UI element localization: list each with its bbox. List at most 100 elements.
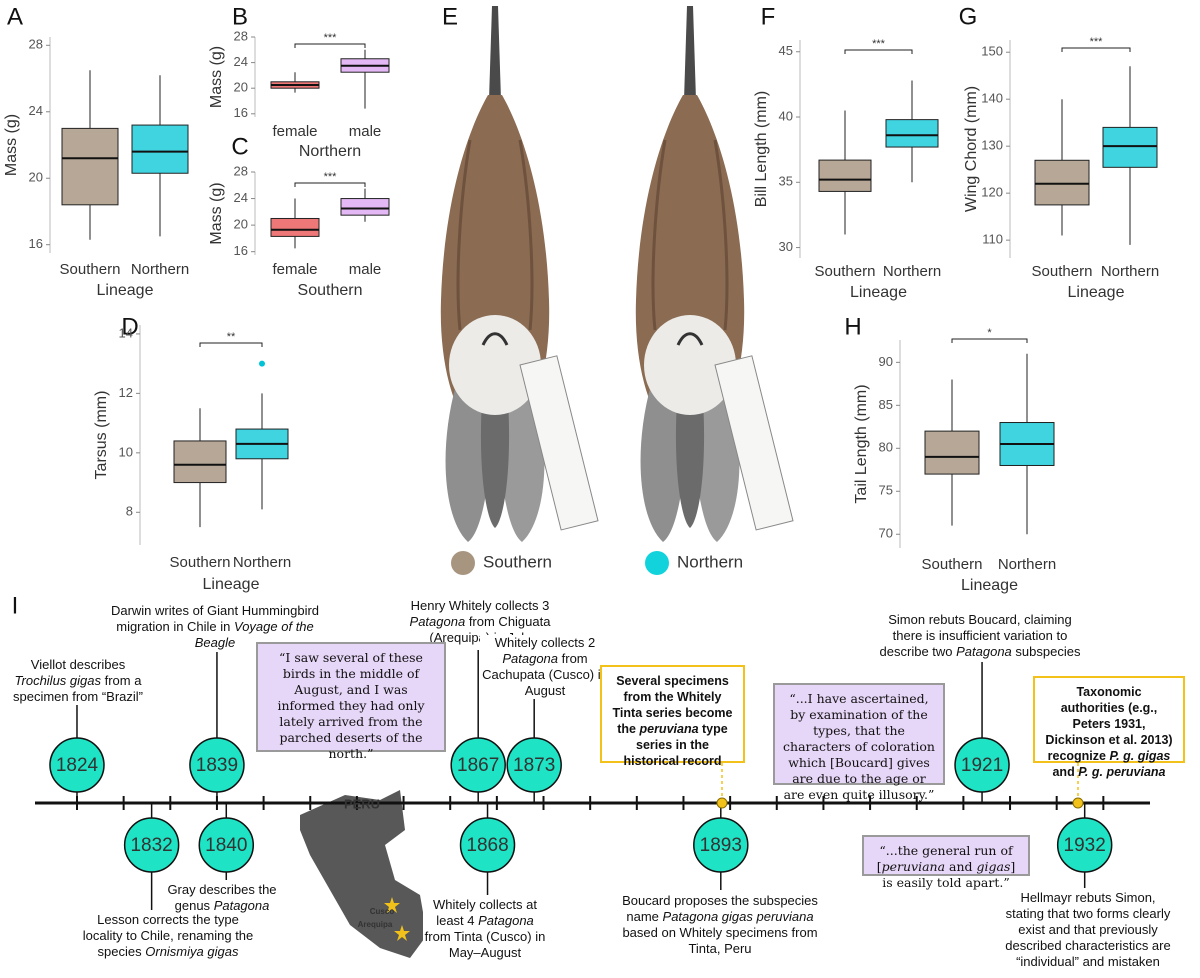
event-text: Hellmayr rebuts Simon, stating that two …	[1003, 890, 1173, 970]
year-marker	[693, 817, 749, 873]
box	[173, 440, 227, 484]
text-part: Viellot describes	[30, 657, 126, 672]
x-axis-title: Lineage	[961, 577, 1018, 594]
note-box: Several specimens from the Whitely Tinta…	[600, 665, 745, 768]
year-label: 1932	[1064, 835, 1106, 856]
y-tick-label: 120	[981, 185, 1003, 200]
y-tick-label: 20	[29, 170, 43, 185]
x-tick-label: Southern	[170, 554, 231, 571]
year-marker	[49, 737, 105, 793]
y-axis-title: Mass (g)	[3, 114, 20, 176]
y-tick-label: 70	[879, 526, 893, 541]
text-part: from a specimen from “Brazil”	[12, 673, 144, 704]
y-axis-title: Wing Chord (mm)	[963, 86, 980, 212]
map-place: Cusco	[370, 907, 395, 916]
y-tick-label: 20	[234, 217, 248, 232]
x-tick-label: Southern	[1032, 263, 1093, 280]
significance-bracket	[1061, 47, 1131, 52]
event-text: Viellot describes Trochilus gigas from a…	[8, 657, 148, 705]
y-tick-label: 75	[879, 483, 893, 498]
y-tick-label: 24	[234, 54, 248, 69]
y-tick-label: 45	[779, 43, 793, 58]
y-tick-label: 20	[234, 80, 248, 95]
quote-box: “I saw several of these birds in the mid…	[256, 642, 446, 761]
star	[384, 897, 400, 913]
x-axis-title: Lineage	[203, 576, 260, 593]
x-tick-label: Northern	[1101, 263, 1159, 280]
significance: ***	[324, 32, 338, 44]
text-part: based on Whitely specimens from Tinta, P…	[622, 925, 818, 956]
y-tick-label: 85	[879, 397, 893, 412]
y-axis-title: Tarsus (mm)	[93, 391, 110, 480]
significance: ***	[872, 38, 886, 50]
box	[1034, 159, 1090, 206]
box	[1102, 126, 1158, 168]
x-tick-label: female	[272, 261, 317, 278]
x-tick-label: male	[349, 261, 382, 278]
y-tick-label: 16	[234, 105, 248, 120]
significance-bracket	[199, 342, 263, 347]
significance: **	[227, 331, 236, 343]
y-axis-title: Tail Length (mm)	[853, 384, 870, 503]
event-text: Lesson corrects the type locality to Chi…	[80, 912, 256, 960]
text-part: subspecies	[1011, 644, 1081, 659]
event-text: Whitely collects at least 4 Patagona fro…	[422, 897, 548, 961]
x-tick-label: Northern	[131, 261, 189, 278]
text-part: “I saw several of these birds in the mid…	[277, 650, 425, 761]
box	[885, 119, 939, 148]
y-tick-label: 16	[234, 243, 248, 258]
text-part: Boucard proposes the subspecies name	[622, 893, 818, 924]
quote-box: “...I have ascertained, by examination o…	[773, 683, 945, 802]
x-tick-label: female	[272, 123, 317, 140]
text-part: Whitely collects at least 4	[432, 897, 538, 928]
text-part: Patagona	[956, 644, 1012, 659]
y-tick-label: 130	[981, 138, 1003, 153]
year-label: 1867	[457, 755, 499, 776]
note-box: Taxonomic authorities (e.g., Peters 1931…	[1033, 676, 1185, 779]
y-axis-title: Bill Length (mm)	[753, 91, 770, 207]
y-tick-label: 12	[119, 385, 133, 400]
panel-label: I	[12, 592, 19, 619]
y-tick-label: 110	[982, 232, 1003, 247]
text-part: ] is easily told apart.”	[882, 859, 1016, 890]
significance-bracket	[294, 43, 366, 48]
year-marker	[189, 737, 245, 793]
peru-map	[300, 790, 427, 958]
text-part: Voyage of the Beagle	[194, 619, 314, 650]
text-part: “...I have ascertained, by examination o…	[783, 691, 935, 802]
significance: *	[987, 327, 992, 339]
box	[270, 217, 320, 237]
x-tick-label: Southern	[60, 261, 121, 278]
significance-bracket	[951, 338, 1028, 343]
text-part: and	[945, 859, 977, 874]
event-text: Darwin writes of Giant Hummingbird migra…	[110, 603, 320, 651]
x-axis-title: Lineage	[1068, 284, 1125, 301]
x-tick-label: Southern	[815, 263, 876, 280]
outlier	[259, 360, 265, 367]
text-part: Henry Whitely collects 3	[410, 598, 550, 613]
box	[61, 127, 119, 206]
year-marker	[1056, 817, 1113, 873]
legend-swatch	[645, 551, 669, 575]
year-marker	[198, 817, 255, 873]
y-tick-label: 90	[879, 354, 893, 369]
text-part: Patagona	[213, 898, 270, 913]
box	[818, 159, 872, 192]
panel-label: D	[121, 313, 138, 340]
x-axis-title: Northern	[299, 143, 361, 160]
x-tick-label: Northern	[883, 263, 941, 280]
x-tick-label: Northern	[998, 556, 1056, 573]
legend-label: Southern	[483, 552, 552, 571]
note-dot	[716, 797, 728, 809]
significance-bracket	[844, 49, 913, 54]
text-part: Trochilus gigas	[14, 673, 101, 688]
x-axis-title: Lineage	[850, 284, 907, 301]
x-tick-label: Northern	[233, 554, 291, 571]
significance: ***	[1090, 36, 1104, 48]
box	[340, 198, 390, 216]
event-text: Whitely collects 2 Patagona from Cachupa…	[480, 635, 610, 699]
text-part: from Cachupata (Cusco) in August	[482, 651, 608, 698]
panel-label: B	[232, 3, 248, 30]
